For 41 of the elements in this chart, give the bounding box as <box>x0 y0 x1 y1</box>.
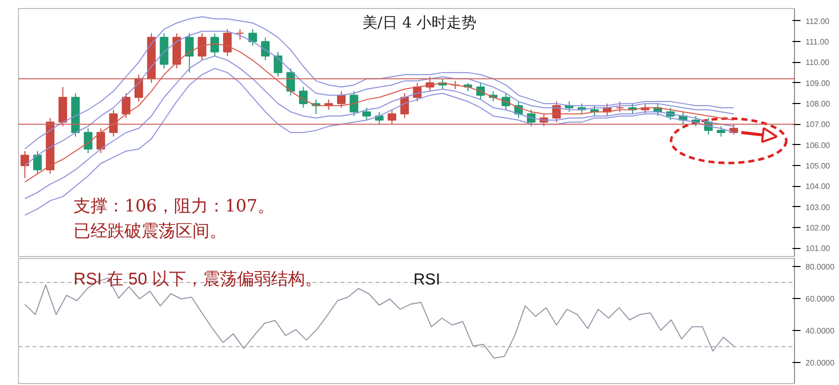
candlestick <box>210 32 220 57</box>
y-tick-label: 111.00 <box>806 38 830 47</box>
candlestick <box>274 51 282 78</box>
candlestick <box>84 128 92 154</box>
annotation: 已经跌破震荡区间。 <box>74 222 226 242</box>
candlestick <box>716 126 726 138</box>
candlestick <box>20 150 30 178</box>
y-tick-label: 105.00 <box>806 162 831 171</box>
y-tick-label: 106.00 <box>806 140 831 150</box>
candlestick <box>248 28 257 46</box>
candlestick <box>33 150 42 174</box>
y-tick-label: 60.0000 <box>806 294 835 304</box>
candlestick <box>261 36 270 61</box>
candlestick <box>337 90 346 108</box>
y-tick-label: 101.00 <box>806 244 831 254</box>
candlestick <box>388 109 396 125</box>
text: RSI <box>414 272 440 288</box>
y-tick-label: 112.00 <box>806 16 830 26</box>
y-tick-label: 80.0000 <box>806 262 835 272</box>
candlestick <box>223 28 232 57</box>
y-tick-label: 108.00 <box>806 100 831 109</box>
y-tick-label: 107.00 <box>806 120 831 130</box>
y-tick-label: 20.0000 <box>806 358 835 368</box>
candlestick <box>198 32 206 61</box>
candlestick <box>236 28 244 40</box>
candlestick <box>362 107 371 121</box>
y-tick-label: 110.00 <box>806 58 830 68</box>
y-tick-label: 109.00 <box>806 78 831 88</box>
candlestick <box>122 92 130 119</box>
y-tick-label: 104.00 <box>806 182 831 192</box>
y-tick-label: 103.00 <box>806 202 831 212</box>
candlestick <box>96 128 106 154</box>
candlestick <box>299 86 308 108</box>
annotation: RSI 在 50 以下，震荡偏弱结构。 <box>74 270 322 288</box>
y-tick-label: 40.0000 <box>806 326 835 336</box>
candlestick <box>616 101 624 112</box>
annotation: 支撑：106，阻力：107。 <box>74 196 274 216</box>
y-tick-label: 102.00 <box>806 224 831 233</box>
candlestick <box>185 32 194 74</box>
chart-title: 美/日 4 小时走势 <box>362 14 477 32</box>
candlestick <box>350 90 358 116</box>
